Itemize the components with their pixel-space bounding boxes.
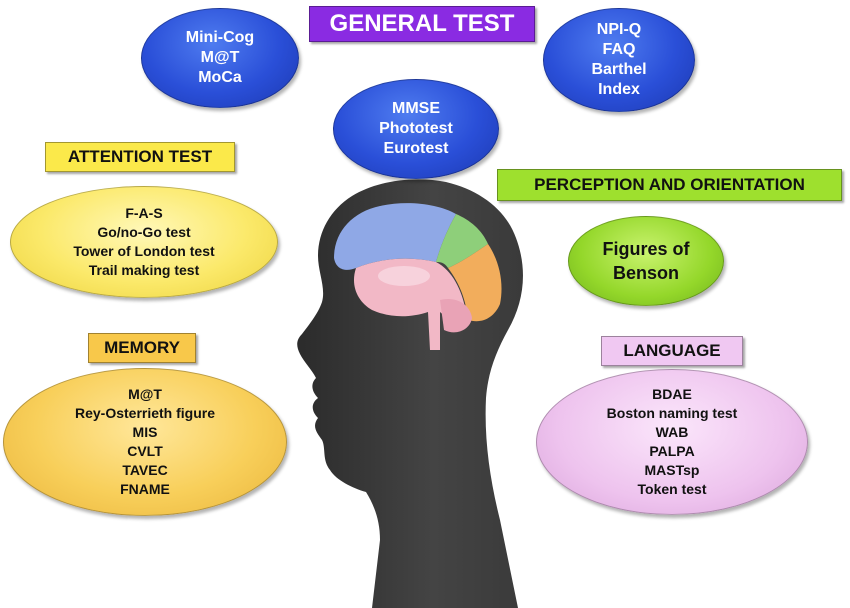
general-center-item: Phototest	[379, 120, 453, 137]
memory-ellipse: M@T Rey-Osterrieth figure MIS CVLT TAVEC…	[3, 368, 287, 516]
general-center-ellipse: MMSE Phototest Eurotest	[333, 79, 499, 179]
general-right-item: FAQ	[602, 41, 636, 58]
perception-orientation-title: PERCEPTION AND ORIENTATION	[497, 169, 842, 201]
general-left-item: Mini-Cog	[185, 29, 255, 46]
language-item: BDAE	[652, 386, 692, 402]
attention-item: F-A-S	[125, 205, 163, 221]
perception-item: Benson	[612, 263, 679, 283]
general-right-item: Index	[598, 81, 640, 98]
general-right-item: Barthel	[591, 61, 647, 78]
attention-test-title: ATTENTION TEST	[45, 142, 235, 172]
brain-pink-region	[353, 258, 466, 350]
language-item: Token test	[637, 481, 707, 497]
language-ellipse: BDAE Boston naming test WAB PALPA MASTsp…	[536, 369, 808, 515]
memory-title: MEMORY	[88, 333, 196, 363]
memory-item: CVLT	[127, 443, 163, 459]
language-item: MASTsp	[644, 462, 700, 478]
general-center-item: Eurotest	[383, 140, 449, 157]
language-item: WAB	[655, 424, 689, 440]
general-center-item: MMSE	[392, 100, 440, 117]
brain-illustration	[334, 203, 502, 350]
general-right-item: NPI-Q	[596, 21, 642, 38]
perception-item: Figures of	[602, 239, 690, 259]
brain-core	[378, 266, 430, 286]
perception-ellipse: Figures of Benson	[568, 216, 724, 306]
attention-item: Trail making test	[88, 262, 200, 278]
general-left-ellipse: Mini-Cog M@T MoCa	[141, 8, 299, 108]
memory-item: TAVEC	[122, 462, 168, 478]
attention-item: Go/no-Go test	[97, 224, 191, 240]
general-left-item: M@T	[200, 49, 240, 66]
attention-ellipse: F-A-S Go/no-Go test Tower of London test…	[10, 186, 278, 298]
general-left-item: MoCa	[198, 69, 242, 86]
language-item: Boston naming test	[606, 405, 738, 421]
general-test-title: GENERAL TEST	[309, 6, 535, 42]
brain-orange-region	[448, 244, 502, 322]
memory-item: FNAME	[120, 481, 170, 497]
brain-blue-region	[334, 203, 456, 270]
language-title: LANGUAGE	[601, 336, 743, 366]
memory-item: Rey-Osterrieth figure	[74, 405, 216, 421]
brain-cerebellum	[440, 298, 472, 333]
language-item: PALPA	[649, 443, 695, 459]
general-right-ellipse: NPI-Q FAQ Barthel Index	[543, 8, 695, 112]
brain-green-region	[436, 214, 488, 268]
memory-item: MIS	[132, 424, 158, 440]
attention-item: Tower of London test	[73, 243, 215, 259]
memory-item: M@T	[128, 386, 162, 402]
